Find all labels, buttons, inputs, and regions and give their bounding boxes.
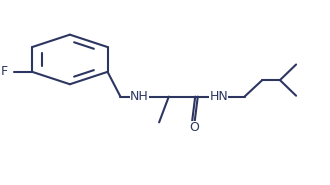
Text: NH: NH [130, 90, 148, 103]
Text: F: F [1, 65, 8, 78]
Text: O: O [190, 121, 200, 134]
Text: HN: HN [209, 90, 228, 103]
